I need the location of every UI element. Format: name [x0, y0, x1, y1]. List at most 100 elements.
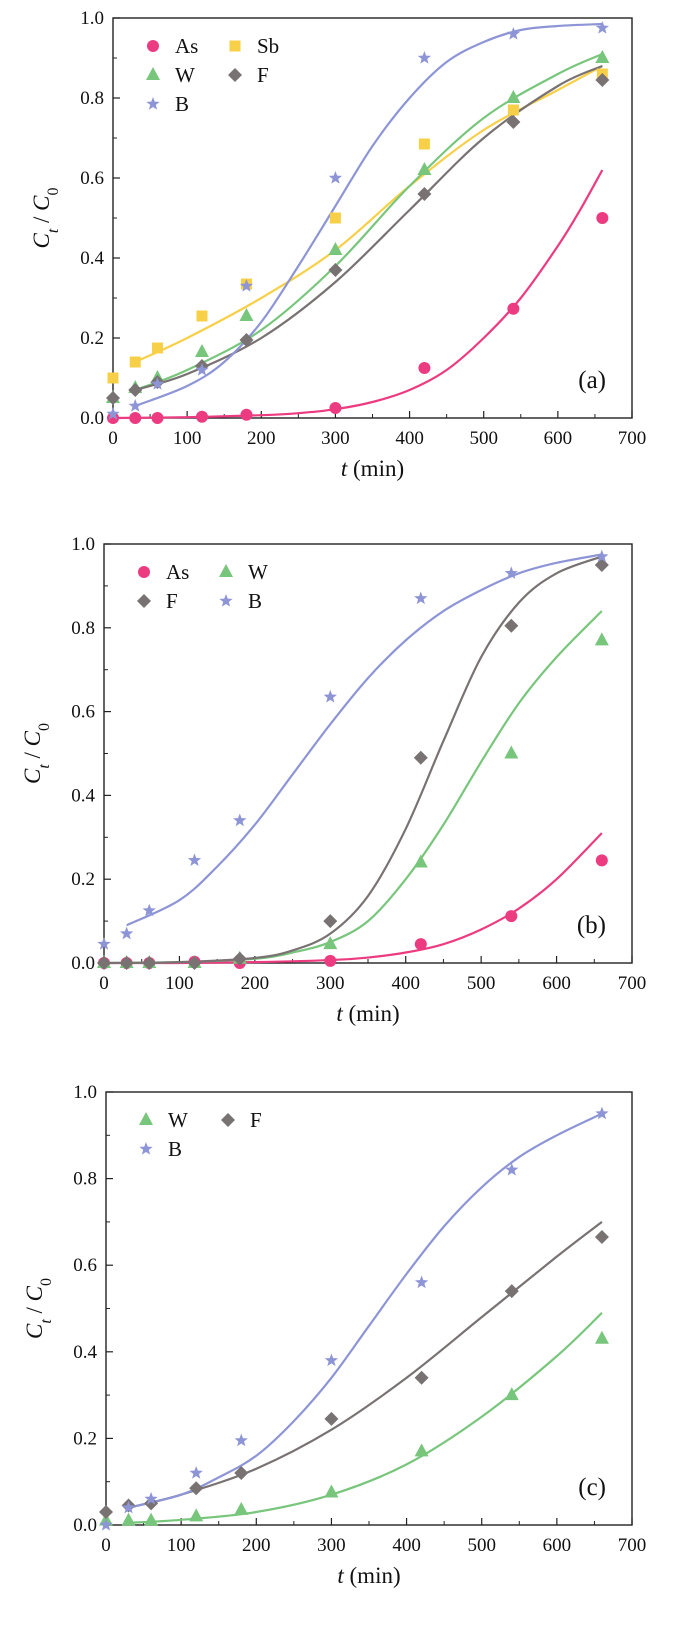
panel-label: (c)	[578, 1474, 606, 1501]
legend-marker-as	[147, 40, 159, 52]
x-tick-label: 100	[165, 973, 194, 994]
y-tick-label: 0.6	[80, 168, 104, 189]
legend-marker-sb	[229, 40, 241, 52]
data-point-as	[107, 412, 119, 424]
data-point-w	[144, 1512, 159, 1526]
x-tick-label: 500	[467, 1535, 496, 1556]
legend: W F B	[139, 1108, 262, 1161]
x-tick-label: 400	[392, 1535, 421, 1556]
legend-marker-as	[138, 566, 150, 578]
data-point-b	[121, 1500, 136, 1514]
x-tick-label: 500	[469, 428, 498, 449]
data-point-f	[324, 1411, 339, 1426]
data-point-b	[323, 689, 337, 703]
legend-marker-f	[228, 68, 242, 82]
y-tick-label: 0.0	[71, 953, 95, 974]
data-point-b	[150, 377, 165, 390]
y-tick-label: 0.8	[71, 618, 95, 639]
data-point-b	[324, 1353, 339, 1367]
fit-curve-b	[134, 22, 603, 408]
data-point-f	[99, 1505, 113, 1520]
data-point-f	[414, 1370, 429, 1385]
legend-label-f: F	[250, 1108, 262, 1132]
x-tick-label: 400	[391, 973, 420, 994]
data-point-f	[144, 1496, 159, 1511]
y-tick-label: 1.0	[73, 1082, 97, 1103]
x-tick-label: 0	[99, 973, 109, 994]
data-point-b	[595, 549, 609, 563]
data-point-b	[99, 1518, 113, 1531]
legend-label-as: As	[166, 560, 189, 584]
data-point-f	[595, 73, 610, 87]
data-point-f	[232, 951, 247, 966]
data-point-b	[414, 591, 428, 605]
x-tick-label: 700	[618, 428, 647, 449]
data-point-f	[239, 333, 254, 347]
chart-panel-1: 0 100 200 300 400 500 600 700 0.0 0.2 0.4 0.6 0.8 1.0…	[29, 8, 646, 481]
data-point-b	[233, 813, 247, 827]
data-point-w	[189, 1508, 204, 1522]
data-point-f	[594, 1230, 609, 1245]
y-tick-label: 0.0	[73, 1515, 97, 1536]
legend-label-b: B	[248, 589, 262, 613]
x-tick-label: 0	[108, 428, 118, 449]
data-point-b	[187, 853, 202, 867]
data-point-f	[504, 1284, 519, 1299]
x-tick-label: 200	[247, 428, 276, 449]
data-point-b	[97, 937, 111, 950]
data-point-b	[414, 1275, 429, 1289]
y-axis-label: Ct / C0	[29, 187, 62, 248]
plot-frame	[105, 1091, 633, 1526]
data-point-b	[417, 51, 432, 64]
legend-marker-w	[139, 1112, 153, 1125]
x-tick-label: 200	[241, 973, 270, 994]
data-point-w	[417, 162, 432, 175]
plot-frame	[103, 543, 633, 964]
data-point-as	[507, 302, 520, 315]
legend-label-sb: Sb	[257, 34, 279, 58]
fit-curve-w	[134, 52, 603, 392]
legend-marker-b	[146, 97, 160, 110]
data-point-b	[595, 21, 609, 34]
data-point-w	[504, 745, 519, 759]
fit-curve-f	[128, 1221, 603, 1509]
legend-label-as: As	[175, 34, 198, 58]
data-point-as	[329, 402, 342, 414]
legend-label-b: B	[168, 1137, 182, 1161]
legend: As W F B	[137, 560, 268, 613]
y-tick-label: 1.0	[80, 8, 104, 29]
data-point-sb	[418, 138, 430, 150]
data-point-b	[505, 1162, 519, 1176]
y-tick-label: 0.8	[80, 88, 104, 109]
data-point-sb	[507, 104, 519, 116]
chart-panel-3: 0 100 200 300 400 500 600 700 0.0 0.2 0.4 0.6 0.8 1.0…	[22, 1082, 646, 1588]
legend-label-w: W	[175, 63, 195, 87]
data-point-sb	[107, 372, 119, 384]
data-point-sb	[329, 212, 341, 224]
x-tick-label: 200	[242, 1535, 271, 1556]
data-point-w	[504, 1387, 519, 1401]
panel-label: (a)	[578, 367, 606, 394]
data-point-b	[506, 27, 521, 40]
legend-marker-w	[146, 67, 160, 80]
legend-marker-b	[219, 594, 233, 607]
data-point-b	[189, 1466, 203, 1479]
y-tick-label: 1.0	[71, 534, 95, 555]
data-point-as	[418, 362, 431, 374]
data-point-b	[239, 279, 254, 292]
data-point-as	[195, 410, 208, 423]
fit-curve-as	[103, 832, 603, 965]
y-tick-label: 0.2	[80, 328, 104, 349]
data-point-w	[328, 242, 343, 255]
x-tick-label: 300	[321, 428, 350, 449]
x-tick-label: 400	[395, 428, 424, 449]
data-point-as	[505, 910, 518, 923]
y-tick-label: 0.2	[71, 869, 95, 890]
data-point-sb	[129, 356, 141, 368]
y-tick-label: 0.8	[73, 1169, 97, 1190]
data-point-b	[106, 407, 120, 420]
data-point-f	[187, 956, 202, 970]
x-axis-label: t (min)	[341, 456, 404, 481]
data-point-f	[328, 263, 343, 277]
data-point-w	[506, 90, 521, 103]
